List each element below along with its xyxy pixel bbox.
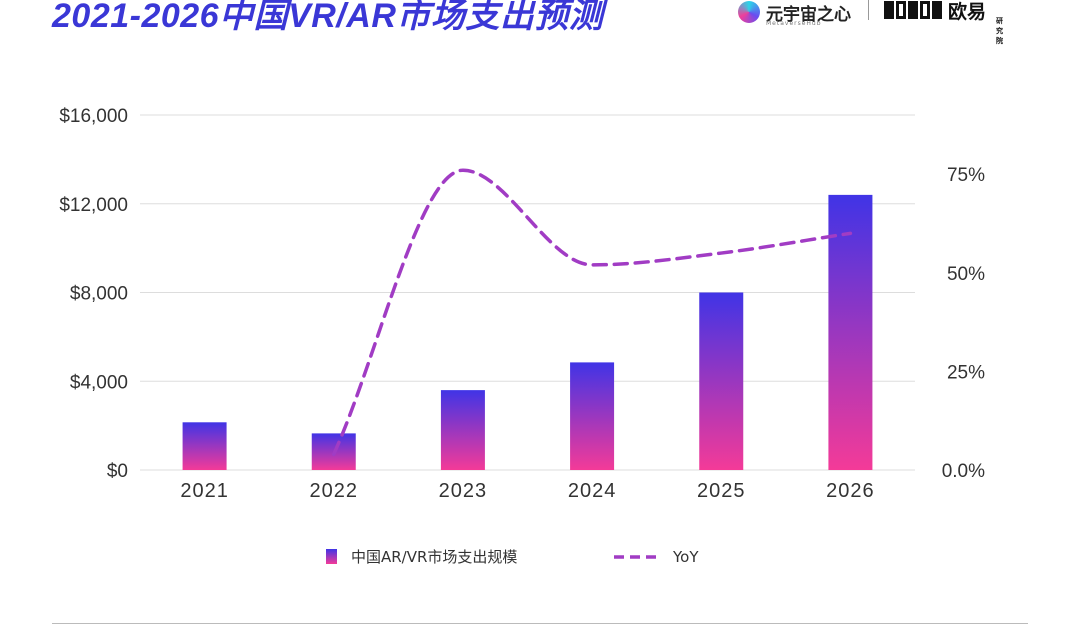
bar-2024: [570, 362, 615, 470]
x-tick-label: 2025: [697, 480, 746, 502]
page-title: 2021-2026中国VR/AR市场支出预测: [52, 0, 604, 35]
okx-logo-sub: 研究院: [996, 17, 1003, 45]
okx-logo-name: 欧易: [948, 0, 987, 23]
yoy-line-layer: [332, 168, 853, 456]
okx-research-logo: 欧易 研究院: [884, 0, 1003, 45]
y-right-tick-label: 0.0%: [942, 461, 985, 482]
y-left-tick-label: $16,000: [59, 106, 128, 127]
legend-item-bar: 中国AR/VR市场支出规模: [326, 548, 517, 566]
legend-label-line: YoY: [672, 548, 699, 566]
y-right-tick-label: 75%: [947, 165, 985, 186]
grid-lines: [140, 114, 915, 471]
bar-2025: [699, 292, 744, 470]
bar-2023: [440, 390, 485, 470]
y-left-tick-label: $4,000: [70, 372, 128, 393]
okx-logo-icon: [884, 1, 942, 19]
metaversehub-logo-name: 元宇宙之心: [766, 4, 851, 25]
bar-2021: [182, 422, 227, 470]
x-tick-label: 2026: [826, 480, 875, 502]
bar-2026: [828, 194, 873, 470]
legend: 中国AR/VR市场支出规模 YoY: [326, 548, 699, 566]
bars: [182, 194, 873, 470]
footer-divider: [52, 623, 1028, 624]
metaversehub-logo-icon: [738, 1, 760, 23]
logo-divider: [868, 0, 869, 20]
y-left-tick-label: $0: [107, 461, 128, 482]
x-tick-label: 2021: [180, 480, 229, 502]
right-axis-labels: 0.0% 25% 50% 75%: [942, 165, 985, 482]
y-left-tick-label: $12,000: [59, 195, 128, 216]
metaversehub-logo-sub: MetaverseHub: [766, 20, 822, 27]
y-right-tick-label: 50%: [947, 264, 985, 285]
legend-swatch-bar: [326, 549, 337, 564]
left-axis-labels: $0 $4,000 $8,000 $12,000 $16,000: [59, 106, 128, 482]
y-right-tick-label: 25%: [947, 362, 985, 383]
yoy-line: [332, 168, 853, 456]
x-tick-label: 2022: [310, 480, 359, 502]
x-tick-label: 2024: [568, 480, 617, 502]
x-tick-label: 2023: [439, 480, 488, 502]
y-left-tick-label: $8,000: [70, 284, 128, 305]
x-axis-labels: 2021 2022 2023 2024 2025 2026: [180, 480, 875, 502]
legend-label-bar: 中国AR/VR市场支出规模: [351, 548, 517, 566]
metaversehub-logo: 元宇宙之心 MetaverseHub: [738, 0, 851, 27]
legend-item-line: YoY: [614, 548, 699, 566]
